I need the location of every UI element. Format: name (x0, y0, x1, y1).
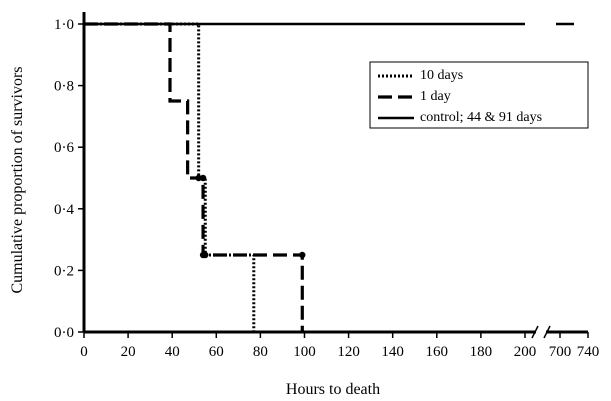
x-tick-label: 180 (470, 344, 493, 360)
x-axis-title: Hours to death (286, 381, 380, 398)
x-tick-label: 20 (121, 344, 136, 360)
legend: 10 days 1 day control; 44 & 91 days (369, 61, 589, 129)
legend-label-control: control; 44 & 91 days (420, 110, 542, 125)
y-tick-label: 0·0 (54, 325, 74, 341)
legend-label-1-day: 1 day (420, 89, 451, 104)
x-tick-label: 100 (293, 344, 316, 360)
x-tick-label: 40 (165, 344, 180, 360)
x-tick-label: 80 (253, 344, 268, 360)
x-tick-label: 200 (514, 344, 537, 360)
series-layer (84, 22, 576, 332)
y-tick-label: 0·6 (54, 140, 74, 156)
series-1-marker (299, 251, 306, 259)
x-tick-label: 700 (549, 344, 572, 360)
y-tick-label: 1·0 (54, 17, 74, 33)
x-tick-label: 0 (80, 344, 88, 360)
series-1-marker (199, 251, 207, 259)
tick-labels: 0·0 0·2 0·4 0·6 0·8 1·0 0 20 40 60 80 100 120 140 160 1… (54, 17, 599, 360)
x-tick-label: 140 (381, 344, 404, 360)
x-tick-label: 60 (209, 344, 224, 360)
x-tick-label: 740 (577, 344, 600, 360)
x-tick-label: 160 (426, 344, 449, 360)
legend-label-10-days: 10 days (420, 68, 463, 83)
axis-break-mark-right (543, 325, 551, 339)
axis-break-mark-left (531, 325, 539, 339)
y-tick-label: 0·8 (54, 79, 74, 95)
axes (78, 12, 589, 339)
y-tick-label: 0·2 (54, 263, 74, 279)
y-axis-title: Cumulative proportion of survivors (9, 66, 26, 293)
series-1-marker (199, 174, 207, 182)
x-tick-label: 120 (337, 344, 360, 360)
y-tick-label: 0·4 (54, 202, 74, 218)
series-line-1 (84, 22, 304, 332)
